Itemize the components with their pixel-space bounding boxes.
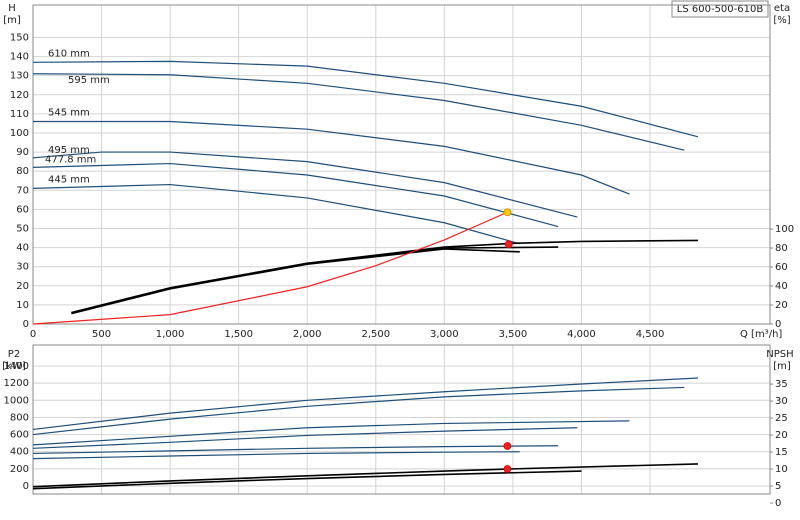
curve [32, 463, 699, 488]
duty-point [504, 240, 513, 249]
y-tick-label: 0 [23, 481, 29, 492]
y-tick-label: 1400 [4, 361, 29, 372]
x-label: Q [m³/h] [740, 329, 782, 340]
x-tick-label: 1,500 [224, 329, 253, 340]
y2-tick-label: 10 [775, 464, 788, 475]
x-tick-label: 0 [30, 329, 36, 340]
duty-point [503, 465, 512, 473]
curve [33, 120, 630, 195]
y2-tick-label: 5 [775, 481, 781, 492]
y2-tick-label: 60 [775, 262, 788, 273]
y2-tick-label: 20 [775, 300, 788, 311]
curve [32, 451, 520, 460]
y-tick-label: 40 [16, 243, 29, 254]
x-tick-label: 1,000 [156, 329, 185, 340]
y2-tick-label: 0 [775, 319, 781, 330]
curve [32, 470, 582, 490]
curve-label: 595 mm [68, 75, 110, 86]
chart-title: LS 600-500-610B [677, 4, 764, 15]
y2-tick-label: 80 [775, 243, 788, 254]
y-tick-label: 110 [10, 109, 29, 120]
x-tick-label: 3,500 [499, 329, 528, 340]
curve-label: 495 mm [48, 145, 90, 156]
y2-label: NPSH [766, 349, 793, 360]
y-tick-label: 150 [10, 32, 29, 43]
y2-tick-label: 15 [775, 447, 788, 458]
y-tick-label: 1000 [4, 395, 29, 406]
y-tick-label: 600 [10, 430, 29, 441]
curve [71, 239, 699, 314]
y-tick-label: 10 [16, 300, 29, 311]
plot-frame [32, 4, 771, 325]
y-tick-label: 140 [10, 52, 29, 63]
y-tick-label: 120 [10, 90, 29, 101]
y-tick-label: 20 [16, 281, 29, 292]
curve [32, 386, 685, 436]
y-tick-label: 70 [16, 185, 29, 196]
x-tick-label: 4,500 [636, 329, 665, 340]
y-tick-label: 60 [16, 204, 29, 215]
curve-label: 445 mm [48, 174, 90, 185]
curve-label: 610 mm [48, 48, 90, 59]
curve [71, 248, 520, 315]
y-tick-label: 90 [16, 147, 29, 158]
curve [32, 445, 559, 455]
y2-tick-label: 20 [775, 430, 788, 441]
curve [32, 211, 508, 325]
y-tick-label: 130 [10, 71, 29, 82]
x-tick-label: 500 [92, 329, 111, 340]
y-tick-label: 800 [10, 412, 29, 423]
curve [32, 73, 685, 151]
x-tick-label: 2,500 [361, 329, 390, 340]
curve [32, 183, 520, 245]
plot-frame [32, 344, 771, 495]
y2-tick-label: 100 [775, 224, 794, 235]
y-tick-label: 50 [16, 223, 29, 234]
curve [71, 246, 559, 314]
duty-point [503, 442, 512, 450]
duty-point [503, 208, 512, 217]
y-tick-label: 0 [23, 319, 29, 330]
y2-tick-label: 25 [775, 413, 788, 424]
y-label: H [8, 3, 16, 14]
curve-label: 477.8 mm [45, 154, 96, 165]
y-tick-label: 80 [16, 166, 29, 177]
curve-label: 545 mm [48, 108, 90, 119]
y-tick-label: 1200 [4, 378, 29, 389]
y2-tick-label: 35 [775, 379, 788, 390]
y2-unit: [%] [773, 15, 790, 26]
curve [32, 377, 699, 431]
y-unit: [kW] [2, 361, 26, 372]
y-tick-label: 100 [10, 128, 29, 139]
y-tick-label: 400 [10, 447, 29, 458]
curve [32, 162, 559, 228]
y-label: P2 [8, 349, 20, 360]
y-tick-label: 30 [16, 262, 29, 273]
y-unit: [m] [3, 15, 21, 26]
x-tick-label: 2,000 [293, 329, 322, 340]
curve [32, 420, 630, 446]
x-tick-label: 4,000 [567, 329, 596, 340]
curve [32, 427, 578, 449]
y2-tick-label: 30 [775, 396, 788, 407]
curve [32, 60, 699, 138]
y2-tick-label: 0 [775, 498, 781, 509]
y2-tick-label: 40 [775, 281, 788, 292]
x-tick-label: 3,000 [430, 329, 459, 340]
y-tick-label: 200 [10, 464, 29, 475]
y2-unit: [m] [773, 361, 791, 372]
curve [32, 151, 578, 218]
y2-label: eta [774, 3, 790, 14]
